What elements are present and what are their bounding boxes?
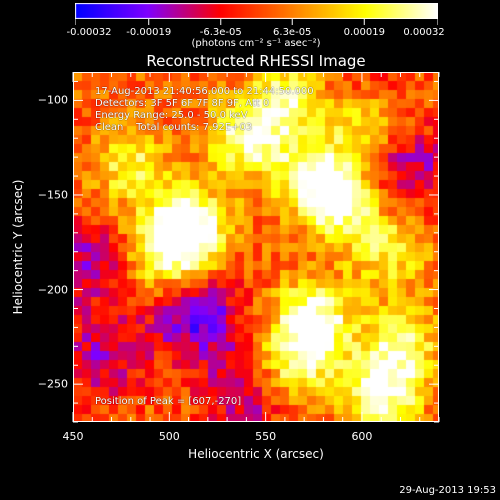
colorbar xyxy=(75,3,438,19)
x-tick-label: 550 xyxy=(255,430,277,443)
y-tick-label: −250 xyxy=(37,377,68,391)
colorbar-tick-label: 0.00032 xyxy=(403,27,445,38)
x-tick-label: 500 xyxy=(158,430,180,443)
colorbar-unit-label: (photons cm⁻² s⁻¹ asec⁻²) xyxy=(191,38,321,49)
colorbar-tick-label: 0.00019 xyxy=(343,27,385,38)
chart-title: Reconstructed RHESSI Image xyxy=(146,52,366,70)
x-tick-label: 450 xyxy=(62,430,84,443)
plot-frame xyxy=(73,72,439,422)
y-tick-label: −200 xyxy=(37,283,68,297)
plot-axes xyxy=(72,72,440,423)
x-tick-label: 600 xyxy=(351,430,373,443)
y-tick-label: −100 xyxy=(37,93,68,107)
colorbar-tick-label: -6.3e-05 xyxy=(199,27,242,38)
heatmap-image xyxy=(73,72,439,422)
x-axis-label: Heliocentric X (arcsec) xyxy=(188,447,324,461)
annotation-time-range: 17-Aug-2013 21:40:56.000 to 21:44:50.000 xyxy=(95,86,314,97)
colorbar-tick-label: -0.00032 xyxy=(66,27,112,38)
colorbar-tick-label: 6.3e-05 xyxy=(273,27,312,38)
annotation-energy-range: Energy Range: 25.0 - 50.0 keV xyxy=(95,110,248,121)
colorbar-tick-label: -0.00019 xyxy=(126,27,172,38)
y-axis-label: Heliocentric Y (arcsec) xyxy=(11,179,25,315)
colorbar-ticks xyxy=(75,19,438,25)
annotation-method: Clean Total counts: 7.92E+03 xyxy=(95,122,253,133)
annotation-detectors: Detectors: 3F 5F 6F 7F 8F 9F, Att 0 xyxy=(95,98,270,109)
plot-area: 17-Aug-2013 21:40:56.000 to 21:44:50.000… xyxy=(72,72,440,423)
y-tick-label: −150 xyxy=(37,188,68,202)
footer-timestamp: 29-Aug-2013 19:53 xyxy=(399,485,496,496)
annotation-peak-position: Position of Peak = [607,-270] xyxy=(95,396,242,407)
